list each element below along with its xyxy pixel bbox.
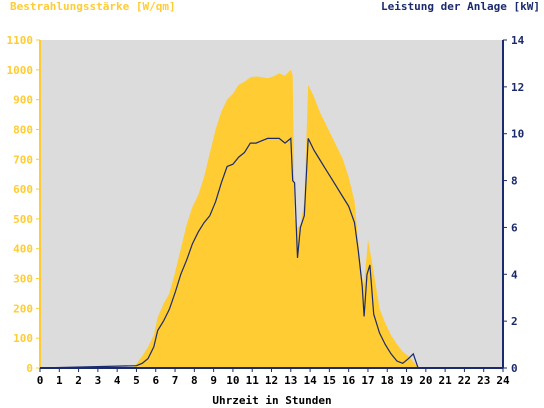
left-tick-label: 700: [13, 153, 33, 166]
x-tick-label: 14: [303, 374, 317, 387]
left-tick-label: 100: [13, 332, 33, 345]
left-tick-label: 400: [13, 243, 33, 256]
x-tick-label: 19: [400, 374, 413, 387]
right-tick-label: 8: [511, 175, 518, 188]
left-tick-label: 1000: [7, 64, 34, 77]
x-tick-label: 13: [284, 374, 297, 387]
power-line: [39, 137, 503, 369]
right-tick-label: 6: [511, 221, 518, 234]
left-tick-label: 600: [13, 183, 33, 196]
x-tick-label: 15: [323, 374, 336, 387]
x-tick-label: 1: [56, 374, 63, 387]
x-tick-label: 9: [210, 374, 217, 387]
right-tick-label: 14: [511, 34, 525, 47]
right-tick-label: 0: [511, 362, 518, 375]
x-axis-title: Uhrzeit in Stunden: [212, 394, 332, 407]
left-tick-label: 1100: [7, 34, 34, 47]
left-tick-label: 800: [13, 123, 33, 136]
x-tick-label: 22: [458, 374, 471, 387]
right-tick-label: 2: [511, 315, 518, 328]
x-tick-label: 8: [191, 374, 198, 387]
x-tick-label: 0: [37, 374, 44, 387]
x-tick-label: 12: [265, 374, 278, 387]
left-tick-label: 500: [13, 213, 33, 226]
x-tick-label: 23: [477, 374, 490, 387]
x-tick-label: 18: [381, 374, 394, 387]
x-tick-label: 10: [226, 374, 239, 387]
left-tick-label: 900: [13, 94, 33, 107]
left-tick-label: 200: [13, 302, 33, 315]
right-axis-title: Leistung der Anlage [kW]: [381, 0, 540, 13]
x-tick-label: 2: [75, 374, 82, 387]
x-tick-label: 20: [419, 374, 432, 387]
x-tick-label: 4: [114, 374, 121, 387]
left-tick-label: 0: [26, 362, 33, 375]
x-tick-label: 7: [172, 374, 179, 387]
left-axis-title: Bestrahlungsstärke [W/qm]: [10, 0, 176, 13]
x-tick-label: 3: [95, 374, 102, 387]
x-tick-label: 24: [496, 374, 510, 387]
right-tick-label: 12: [511, 81, 524, 94]
x-tick-label: 11: [246, 374, 260, 387]
x-tick-label: 17: [361, 374, 374, 387]
right-tick-label: 4: [511, 268, 518, 281]
x-tick-label: 6: [152, 374, 159, 387]
x-tick-label: 21: [439, 374, 453, 387]
x-tick-label: 5: [133, 374, 140, 387]
x-tick-label: 16: [342, 374, 356, 387]
left-tick-label: 300: [13, 273, 33, 286]
right-tick-label: 10: [511, 128, 524, 141]
irradiance-area: [40, 69, 503, 369]
